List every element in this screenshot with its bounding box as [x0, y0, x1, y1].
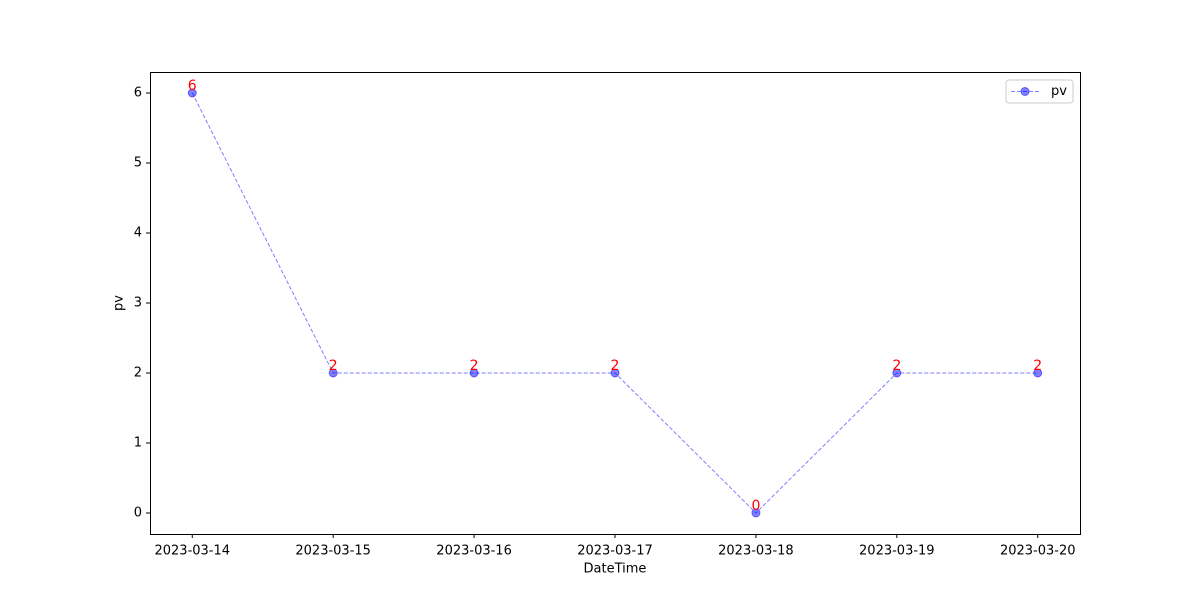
- data-label: 0: [751, 498, 760, 514]
- data-label: 6: [188, 78, 197, 94]
- data-label: 2: [470, 358, 479, 374]
- x-tick-label: 2023-03-14: [154, 544, 230, 559]
- y-tick-label: 2: [134, 366, 142, 381]
- y-tick-label: 1: [134, 436, 142, 451]
- data-label: 2: [611, 358, 620, 374]
- y-tick-label: 0: [134, 506, 142, 521]
- legend-label: pv: [1051, 84, 1067, 99]
- y-tick-label: 4: [134, 226, 142, 241]
- x-tick-label: 2023-03-20: [1000, 544, 1076, 559]
- legend-marker: [1020, 87, 1030, 96]
- x-tick-label: 2023-03-18: [718, 544, 794, 559]
- point: [1033, 368, 1043, 378]
- data-label: 2: [1033, 358, 1042, 374]
- data-label: 2: [892, 358, 901, 374]
- point: [469, 368, 479, 378]
- x-tick-label: 2023-03-17: [577, 544, 653, 559]
- data-label: 2: [329, 358, 338, 374]
- x-tick-label: 2023-03-16: [436, 544, 512, 559]
- legend-box: [1005, 79, 1074, 104]
- y-tick-label: 6: [134, 86, 142, 101]
- y-tick-label: 5: [134, 156, 142, 171]
- line: [191, 92, 1038, 514]
- point: [892, 368, 902, 378]
- x-tick-label: 2023-03-19: [859, 544, 935, 559]
- y-tick-label: 3: [134, 296, 142, 311]
- point: [187, 88, 197, 98]
- x-tick-label: 2023-03-15: [295, 544, 371, 559]
- y-axis-label: pv: [112, 295, 127, 311]
- x-axis-label: DateTime: [584, 562, 647, 577]
- point: [751, 508, 761, 518]
- axes-frame: [150, 72, 1081, 535]
- point: [328, 368, 338, 378]
- point: [610, 368, 620, 378]
